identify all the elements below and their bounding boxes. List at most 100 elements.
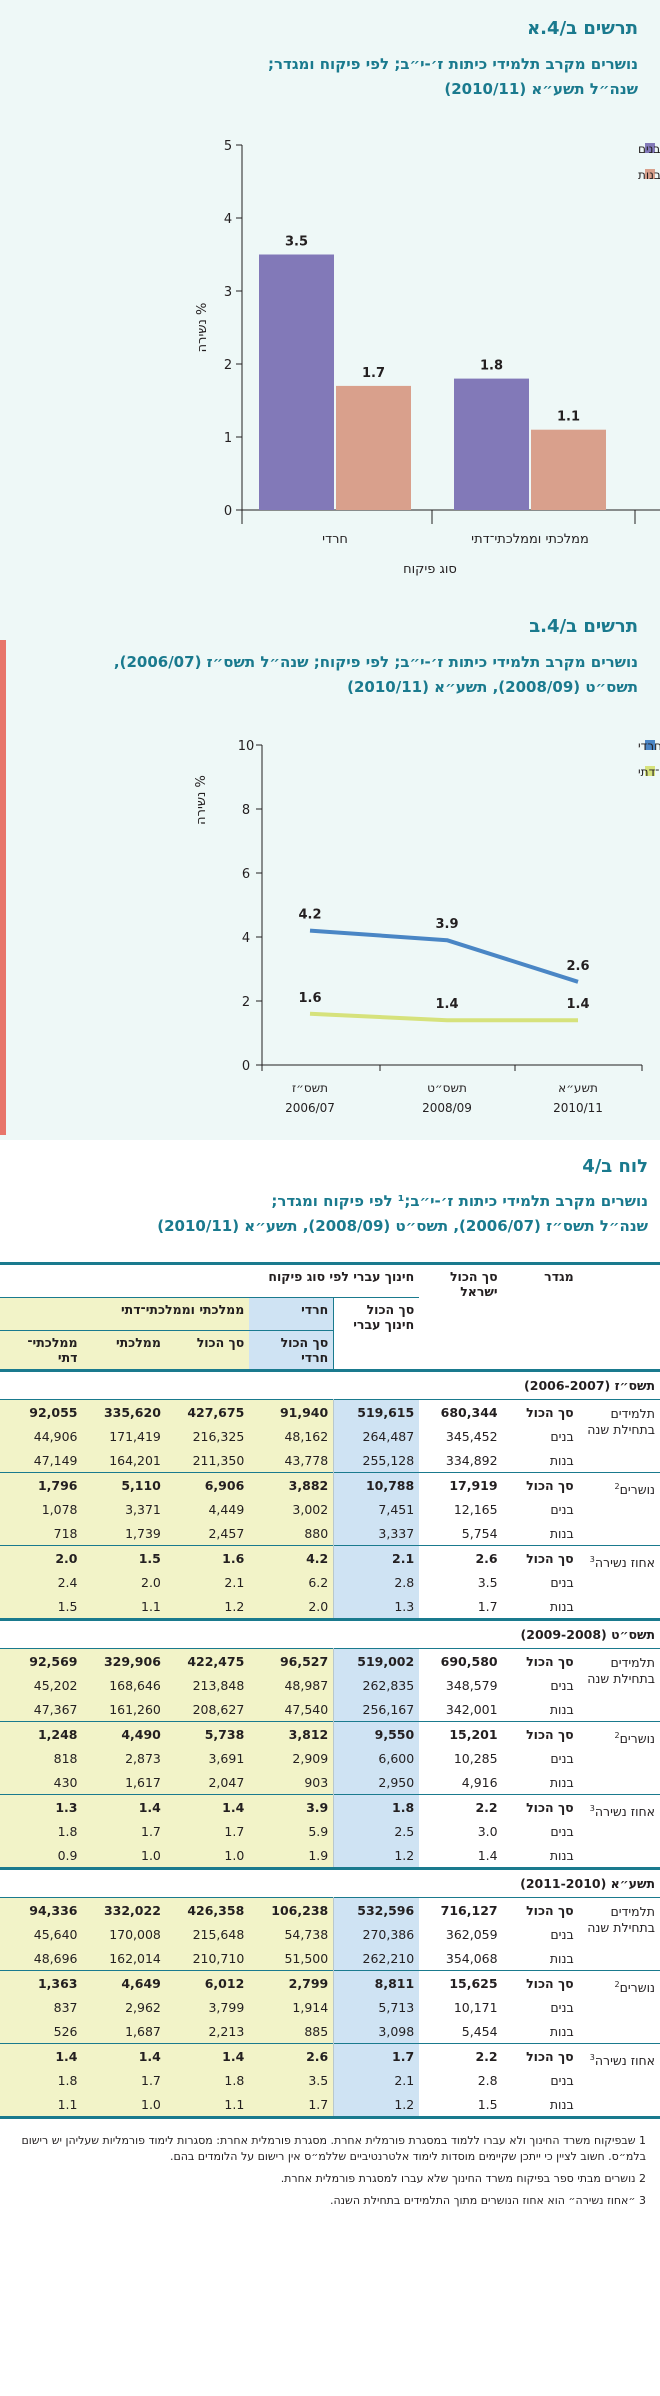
table-gender-cell: בנות	[549, 2023, 574, 2039]
table-value-cell: 208,627	[165, 1697, 250, 1722]
table-header-hebrew-education: חינוך עברי לפי סוג פיקוח	[0, 1263, 420, 1298]
footnote-ref: 3	[589, 1804, 595, 1813]
chart1-title-line1: נושרים מקרב תלמידי כיתות ז׳-י״ב; לפי פיק…	[267, 55, 638, 73]
chart1-bar	[259, 254, 334, 510]
table-value-cell: 92,055	[0, 1399, 83, 1424]
table-value-cell: 3,799	[165, 1995, 250, 2019]
table-value-cell: 1,617	[82, 1770, 166, 1795]
group-label-text: תלמידים בתחילת שנה	[587, 1406, 655, 1437]
table-value-cell: 1,914	[249, 1995, 334, 2019]
table-value-cell: 210,710	[165, 1946, 250, 1971]
table-value-cell: 264,487	[333, 1424, 420, 1448]
table-value-cell: 2.1	[165, 1570, 250, 1594]
chart1-category-label: חרדי	[322, 532, 348, 547]
footnote-ref: 2	[614, 1731, 620, 1740]
chart2-y-axis-label: % נשירה	[194, 775, 209, 825]
chart1-legend-swatch	[645, 143, 655, 153]
table-value-cell: 47,149	[0, 1448, 83, 1473]
table-value-cell: 5,713	[333, 1995, 420, 2019]
chart2-point-label: 2.6	[566, 959, 589, 974]
chart1-y-tick-label: 4	[224, 212, 232, 227]
table-value-cell: 362,059	[445, 1926, 498, 1942]
chart2-category-year-label: 2006/07	[285, 1101, 335, 1115]
table-value-cell: 1.2	[165, 1594, 250, 1620]
table-value-cell: 1.8	[165, 2068, 250, 2092]
table-value-cell: 3,371	[82, 1497, 166, 1521]
table-year-title: תשס״ט (2009-2008)	[0, 1618, 660, 1649]
table-value-cell: 10,788	[333, 1472, 420, 1497]
chart2-title-line1: נושרים מקרב תלמידי כיתות ז׳-י״ב; לפי פיק…	[113, 653, 638, 671]
chart1-category-label: ממלכתי וממלכתי־דתי	[471, 532, 589, 547]
table-value-cell: 818	[0, 1746, 83, 1770]
table-value-cell: 1.4	[165, 2043, 250, 2068]
table-header-gender: מגדר	[544, 1269, 574, 1284]
table-gender-cell: בנים	[550, 1999, 574, 2015]
table-value-cell: 837	[0, 1995, 83, 2019]
table-gender-cell: סך הכול	[526, 1975, 574, 1991]
table-gender-cell: בנים	[550, 1677, 574, 1693]
table-title-line1: נושרים מקרב תלמידי כיתות ז׳-י״ב;¹ לפי פי…	[271, 1192, 648, 1210]
table-value-cell: 1.7	[477, 1598, 498, 1614]
table-value-cell: 1.3	[0, 1794, 83, 1819]
chart1-legend-label: בנות	[638, 168, 660, 182]
table-value-cell: 526	[0, 2019, 83, 2044]
chart1-bar-value-label: 1.7	[362, 366, 385, 381]
table-value-cell: 256,167	[333, 1697, 420, 1722]
table-gender-cell: סך הכול	[526, 1799, 574, 1815]
table-value-cell: 1.4	[0, 2043, 83, 2068]
table-group-label: נושרים2	[579, 1722, 660, 1795]
table-value-cell: 903	[249, 1770, 334, 1795]
table-value-cell: 164,201	[82, 1448, 166, 1473]
chart1-y-tick-label: 1	[224, 431, 232, 446]
table-value-cell: 1,363	[0, 1970, 83, 1995]
table-gender-cell: בנים	[550, 1926, 574, 1942]
table-value-cell: 6,012	[165, 1970, 250, 1995]
table-value-cell: 168,646	[82, 1673, 166, 1697]
table-value-cell: 45,640	[0, 1922, 83, 1946]
table-value-cell: 1.3	[333, 1594, 420, 1620]
table-header-total-hebrew: סך הכול חינוך עברי	[333, 1297, 420, 1371]
table-value-cell: 3.9	[249, 1794, 334, 1819]
table-footnote: 1 שבפיקוח משרד החינוך ולא עברו ללמוד במס…	[21, 2134, 646, 2163]
table-gender-cell: בנות	[549, 1701, 574, 1717]
table-value-cell: 213,848	[165, 1673, 250, 1697]
table-value-cell: 4,916	[461, 1774, 498, 1790]
table-value-cell: 2,909	[249, 1746, 334, 1770]
table-value-cell: 1.8	[0, 1819, 83, 1843]
table-gender-cell: בנות	[549, 2096, 574, 2112]
table-value-cell: 3,337	[333, 1521, 420, 1546]
table-value-cell: 680,344	[440, 1404, 498, 1420]
charts-panel: תרשים ב/4.א נושרים מקרב תלמידי כיתות ז׳-…	[0, 0, 660, 1140]
table-value-cell: 1.5	[0, 1594, 83, 1620]
table-value-cell: 2.8	[477, 2072, 498, 2088]
table-value-cell: 1,796	[0, 1472, 83, 1497]
table-value-cell: 1.5	[477, 2096, 498, 2112]
table-value-cell: 1,687	[82, 2019, 166, 2044]
table-header-state-total: סך הכול	[165, 1330, 250, 1371]
table-gender-cell: בנות	[549, 1774, 574, 1790]
group-label-text: אחוז נשירה	[594, 1804, 655, 1820]
footnote-ref: 2	[614, 1980, 620, 1989]
group-label-text: תלמידים בתחילת שנה	[587, 1655, 655, 1686]
table-value-cell: 2,962	[82, 1995, 166, 2019]
table-value-cell: 426,358	[165, 1897, 250, 1922]
chart1-bar	[336, 385, 411, 510]
chart1-bar	[531, 429, 606, 510]
group-label-text: נושרים	[619, 1980, 655, 1996]
table-group-label: אחוז נשירה3	[579, 1795, 660, 1869]
table-value-cell: 2.8	[333, 1570, 420, 1594]
group-label-text: תלמידים בתחילת שנה	[587, 1904, 655, 1935]
table-value-cell: 4,449	[165, 1497, 250, 1521]
chart2-point-label: 1.4	[435, 997, 458, 1012]
table-value-cell: 7,451	[333, 1497, 420, 1521]
table-value-cell: 354,068	[445, 1950, 498, 1966]
table-value-cell: 1.0	[82, 2092, 166, 2118]
table-value-cell: 170,008	[82, 1922, 166, 1946]
table-gender-cell: בנים	[550, 1428, 574, 1444]
side-accent-bar	[0, 640, 6, 1135]
chart2-category-label: תשס״ז	[292, 1081, 328, 1095]
table-header-haredi-total: סך הכול חרדי	[249, 1330, 334, 1371]
table-value-cell: 45,202	[0, 1673, 83, 1697]
table-value-cell: 0.9	[0, 1843, 83, 1869]
table-value-cell: 47,540	[249, 1697, 334, 1722]
